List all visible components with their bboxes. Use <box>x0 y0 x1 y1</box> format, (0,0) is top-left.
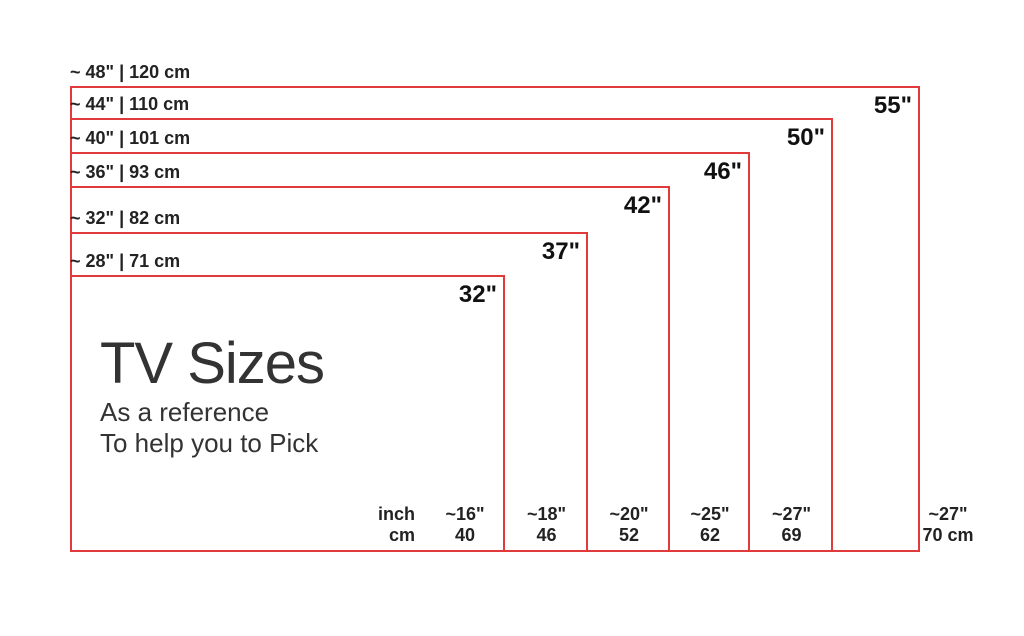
tv-size-diagram: TV Sizes As a reference To help you to P… <box>0 0 1024 636</box>
height-label-42: ~20"52 <box>599 504 659 545</box>
width-label-32: ~ 28" | 71 cm <box>70 251 180 272</box>
diag-label-55: 55" <box>874 92 912 120</box>
unit-labels: inchcm <box>365 504 415 545</box>
height-label-50: ~27"69 <box>762 504 822 545</box>
width-label-55: ~ 48" | 120 cm <box>70 62 190 83</box>
height-label-46: ~25"62 <box>680 504 740 545</box>
width-label-46: ~ 40" | 101 cm <box>70 128 190 149</box>
width-label-50: ~ 44" | 110 cm <box>70 94 189 115</box>
height-label-55: ~27"70 cm <box>918 504 978 545</box>
height-label-32: ~16"40 <box>435 504 495 545</box>
title-main: TV Sizes <box>100 330 324 397</box>
title-sub2: To help you to Pick <box>100 428 324 459</box>
width-label-42: ~ 36" | 93 cm <box>70 162 180 183</box>
width-label-37: ~ 32" | 82 cm <box>70 208 180 229</box>
title-block: TV Sizes As a reference To help you to P… <box>100 330 324 459</box>
diag-label-32: 32" <box>459 281 497 309</box>
diag-label-42: 42" <box>624 192 662 220</box>
diag-label-37: 37" <box>542 238 580 266</box>
title-sub1: As a reference <box>100 397 324 428</box>
diag-label-46: 46" <box>704 158 742 186</box>
height-label-37: ~18"46 <box>517 504 577 545</box>
diag-label-50: 50" <box>787 124 825 152</box>
